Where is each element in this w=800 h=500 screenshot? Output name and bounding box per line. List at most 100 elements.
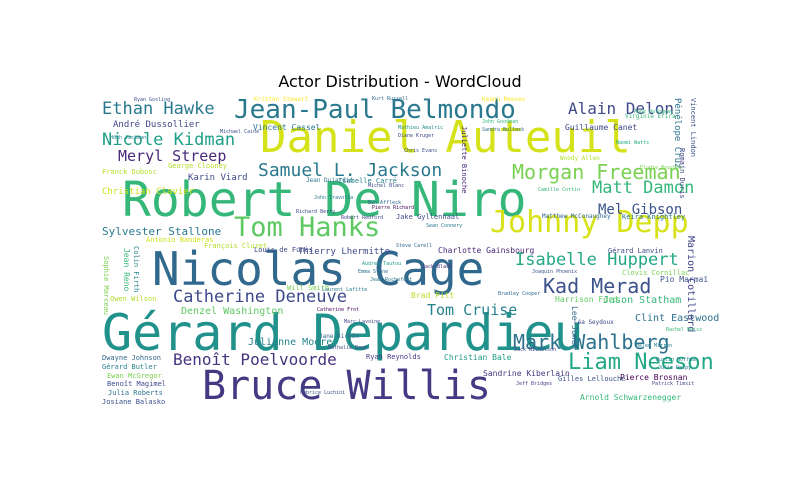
word-michael-caine: Michael Caine: [220, 129, 260, 135]
word-virginie-efira: Virginie Efira: [625, 113, 676, 120]
word-antonio-banderas: Antonio Banderas: [146, 236, 214, 244]
word-jake-gyllenhaal: Jake Gyllenhaal: [396, 213, 460, 221]
chart-title: Actor Distribution - WordCloud: [278, 72, 522, 91]
word-franck-dubosc: Franck Dubosc: [102, 168, 157, 176]
word-penelope-cruz: Pénélope Cruz: [672, 98, 682, 169]
word-julia-roberts: Julia Roberts: [108, 389, 163, 397]
word-gerard-lanvin: Gérard Lanvin: [608, 247, 663, 255]
word-julianne-moore: Julianne Moore: [248, 337, 333, 348]
word-jack-black: Jack Black: [422, 264, 453, 270]
word-harrison-ford: Harrison Ford: [555, 295, 618, 304]
word-jane-birkin: Jane Birkin: [319, 333, 359, 340]
word-kristen-stewart: Kristen Stewart: [254, 96, 309, 103]
word-catherine-deneuve: Catherine Deneuve: [173, 287, 347, 307]
word-audrey-tautou: Audrey Tautou: [362, 261, 402, 267]
word-juliette-binoche: Juliette Binoche: [460, 126, 468, 194]
word-sylvester-stallone: Sylvester Stallone: [102, 225, 222, 238]
word-nathalie-baye: Nathalie Baye: [328, 345, 368, 351]
word-arnold-schwarzenegger: Arnold Schwarzenegger: [580, 393, 682, 402]
word-marc-lavoine: Marc Lavoine: [344, 319, 381, 325]
word-josiane-balasko: Josiane Balasko: [102, 398, 166, 406]
word-lea-seydoux: Léa Seydoux: [574, 319, 614, 326]
word-ryan-gosling: Ryan Gosling: [134, 97, 171, 103]
word-ewan-mcgregor: Ewan McGregor: [107, 372, 162, 380]
word-andre-dussollier: André Dussollier: [113, 120, 200, 130]
word-gerard-depardieu: Gérard Depardieu: [102, 304, 584, 362]
word-samuel-l-jackson: Samuel L. Jackson: [258, 160, 443, 181]
word-chris-evans: Chris Evans: [404, 148, 438, 154]
word-pio-marmai: Pio Marmaï: [660, 275, 709, 284]
word-louis-de-funes: Louis de Funès: [254, 246, 314, 254]
word-mathieu-amalric: Mathieu Amalric: [398, 125, 444, 131]
word-camille-cottin: Camille Cottin: [538, 187, 581, 193]
word-jean-paul-belmondo: Jean-Paul Belmondo: [234, 95, 516, 125]
word-rachel-weisz: Rachel Weisz: [666, 327, 703, 333]
word-matthew-mcconaughey: Matthew McConaughey: [542, 213, 611, 220]
word-ben-affleck: Ben Affleck: [368, 200, 402, 206]
word-gilles-lellouche: Gilles Lellouche: [558, 375, 626, 383]
word-morgan-freeman: Morgan Freeman: [512, 160, 681, 184]
word-jack-nicholson: Jack Nicholson: [514, 347, 557, 353]
word-meryl-streep: Meryl Streep: [118, 147, 227, 165]
word-vincent-cassel: Vincent Cassel: [253, 123, 321, 132]
word-laurent-lafitte: Laurent Lafitte: [322, 287, 368, 293]
word-marion-cotillard: Marion Cotillard: [685, 236, 696, 333]
word-woody-allen: Woody Allen: [560, 155, 600, 162]
word-lee-jones: Lee Jones: [570, 306, 579, 350]
word-ryan-reynolds: Ryan Reynolds: [366, 353, 421, 361]
word-pierre-richard: Pierre Richard: [372, 205, 415, 211]
word-charlotte-gainsbourg: Charlotte Gainsbourg: [438, 246, 535, 255]
word-mel-gibson: Mel Gibson: [598, 202, 683, 218]
word-francois-cluzet: François Cluzet: [204, 242, 268, 250]
word-john-travolta: John Travolta: [314, 195, 354, 201]
word-isabelle-huppert: Isabelle Huppert: [515, 250, 679, 270]
word-keira-knightley: Keira Knightley: [622, 213, 686, 221]
word-guillaume-canet: Guillaume Canet: [565, 123, 638, 132]
word-anne-hathaway: Anne Hathaway: [634, 109, 674, 115]
word-naomi-watts: Naomi Watts: [616, 140, 650, 146]
word-ethan-hawke: Ethan Hawke: [102, 99, 215, 119]
word-sandrine-kiberlain: Sandrine Kiberlain: [483, 369, 570, 378]
word-dustin-hoffman: Dustin Hoffman: [656, 357, 699, 363]
word-colin-firth: Colin Firth: [132, 246, 140, 293]
word-catherine-frot: Catherine Frot: [317, 307, 360, 313]
word-robert-redford: Robert Redford: [341, 215, 384, 221]
word-johnny-depp: Johnny Depp: [490, 205, 689, 240]
word-clint-eastwood: Clint Eastwood: [635, 313, 720, 324]
word-christian-clavier: Christian Clavier: [102, 187, 195, 197]
word-denzel-washington: Denzel Washington: [181, 306, 284, 317]
word-richard-berry: Richard Berry: [296, 209, 336, 215]
word-jean-reno: Jean Reno: [122, 248, 131, 292]
word-vincent-lindon: Vincent Lindon: [689, 98, 697, 158]
word-kurt-russell: Kurt Russell: [372, 96, 409, 102]
word-dwayne-johnson: Dwayne Johnson: [102, 354, 162, 362]
word-jason-statham: Jason Statham: [603, 295, 682, 306]
word-jean-rochefort: Jean Rochefort: [370, 277, 413, 283]
word-kad-merad: Kad Merad: [543, 274, 652, 298]
word-sean-connery: Sean Connery: [426, 223, 463, 229]
word-emma-stone: Emma Stone: [358, 269, 389, 275]
word-bruce-willis: Bruce Willis: [202, 363, 491, 409]
word-keanu-reeves: Keanu Reeves: [482, 96, 526, 103]
word-isabelle-carre: Isabelle Carré: [338, 177, 398, 185]
word-christian-bale: Christian Bale: [444, 353, 512, 362]
word-karin-viard: Karin Viard: [188, 173, 248, 183]
word-fabrice-luchini: Fabrice Luchini: [300, 390, 346, 396]
word-will-smith: Will Smith: [287, 284, 330, 292]
word-bradley-cooper: Bradley Cooper: [498, 291, 541, 297]
word-matt-damon: Matt Damon: [592, 178, 695, 198]
word-gerard-butler: Gérard Butler: [102, 363, 157, 371]
word-joaquin-phoenix: Joaquin Phoenix: [532, 269, 578, 275]
word-john-goodman: John Goodman: [482, 119, 519, 125]
word-owen-wilson: Owen Wilson: [110, 295, 157, 303]
word-robert-de-niro: Robert De Niro: [122, 172, 527, 228]
word-benoit-poelvoorde: Benoît Poelvoorde: [173, 350, 337, 369]
word-mark-wahlberg: Mark Wahlberg: [513, 330, 670, 354]
word-jeff-bridges: Jeff Bridges: [516, 381, 553, 387]
word-clovis-cornillac: Clovis Cornillac: [622, 269, 690, 277]
word-george-clooney: George Clooney: [168, 162, 228, 170]
word-michel-blanc: Michel Blanc: [368, 183, 405, 189]
word-thierry-lhermitte: Thierry Lhermitte: [298, 247, 391, 257]
word-patrick-timsit: Patrick Timsit: [652, 381, 695, 387]
word-steve-carell: Steve Carell: [396, 243, 433, 249]
